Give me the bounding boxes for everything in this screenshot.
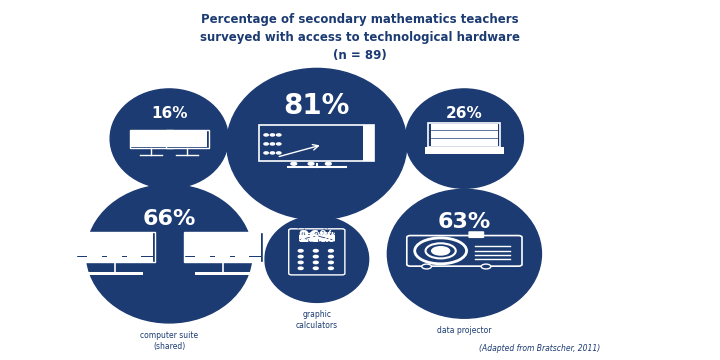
Text: graphic
calculators: graphic calculators (296, 310, 338, 330)
Bar (196, 250, 210, 257)
Circle shape (481, 264, 491, 269)
Circle shape (264, 152, 269, 154)
Circle shape (276, 152, 281, 154)
FancyBboxPatch shape (130, 130, 173, 148)
Circle shape (270, 143, 274, 145)
Text: laptops: laptops (450, 196, 479, 205)
FancyBboxPatch shape (431, 124, 498, 147)
FancyBboxPatch shape (289, 229, 345, 275)
Bar (185, 257, 261, 262)
Bar (167, 144, 207, 147)
Text: (Adapted from Bratscher, 2011): (Adapted from Bratscher, 2011) (480, 344, 600, 353)
Bar (131, 144, 171, 147)
FancyBboxPatch shape (76, 232, 155, 262)
Circle shape (276, 143, 281, 145)
Ellipse shape (110, 89, 228, 188)
Text: surveyed with access to technological hardware: surveyed with access to technological ha… (200, 31, 520, 44)
FancyBboxPatch shape (166, 130, 209, 148)
FancyBboxPatch shape (428, 123, 500, 148)
Text: 26%: 26% (446, 106, 483, 121)
FancyBboxPatch shape (407, 235, 522, 266)
Ellipse shape (387, 189, 541, 318)
FancyBboxPatch shape (185, 233, 261, 256)
Ellipse shape (265, 216, 369, 302)
Circle shape (313, 261, 318, 264)
FancyBboxPatch shape (469, 231, 485, 238)
Circle shape (298, 255, 303, 258)
Circle shape (298, 249, 303, 252)
Circle shape (276, 134, 281, 136)
Circle shape (426, 243, 456, 258)
Text: 16%: 16% (151, 106, 187, 121)
Text: computer suite
(maths only): computer suite (maths only) (140, 196, 198, 216)
Text: 63%: 63% (438, 212, 491, 231)
Bar (127, 242, 141, 257)
Bar (107, 246, 122, 257)
Circle shape (431, 246, 451, 256)
Text: Percentage of secondary mathematics teachers: Percentage of secondary mathematics teac… (201, 13, 519, 26)
Circle shape (415, 238, 467, 264)
Bar (235, 242, 249, 257)
Circle shape (313, 255, 318, 258)
Circle shape (328, 249, 333, 252)
Circle shape (264, 134, 269, 136)
Bar (425, 148, 504, 154)
Ellipse shape (227, 68, 407, 220)
Text: data projector: data projector (437, 326, 492, 335)
Circle shape (308, 162, 314, 165)
Bar (77, 257, 153, 262)
FancyBboxPatch shape (167, 131, 207, 144)
Circle shape (422, 264, 431, 269)
Circle shape (328, 255, 333, 258)
Text: 26%: 26% (298, 230, 336, 245)
Circle shape (270, 152, 274, 154)
Ellipse shape (86, 185, 252, 323)
Bar (363, 125, 374, 161)
Ellipse shape (405, 89, 523, 188)
Circle shape (298, 267, 303, 270)
FancyBboxPatch shape (184, 232, 263, 262)
Circle shape (328, 267, 333, 270)
Circle shape (270, 134, 274, 136)
FancyBboxPatch shape (259, 125, 374, 161)
Circle shape (313, 267, 318, 270)
Bar (87, 271, 143, 275)
Bar (215, 246, 230, 257)
Text: computer suite
(shared): computer suite (shared) (140, 331, 198, 351)
Bar (88, 250, 102, 257)
Bar (196, 271, 251, 275)
Circle shape (298, 261, 303, 264)
Circle shape (291, 162, 297, 165)
Bar (299, 233, 335, 242)
Circle shape (328, 261, 333, 264)
FancyBboxPatch shape (131, 131, 171, 144)
Text: (n = 89): (n = 89) (333, 49, 387, 62)
FancyBboxPatch shape (77, 233, 153, 256)
Text: interactive
white board: interactive white board (294, 228, 340, 248)
Circle shape (313, 249, 318, 252)
Circle shape (264, 143, 269, 145)
Text: 81%: 81% (284, 92, 350, 120)
Text: 66%: 66% (143, 209, 196, 229)
Circle shape (325, 162, 331, 165)
